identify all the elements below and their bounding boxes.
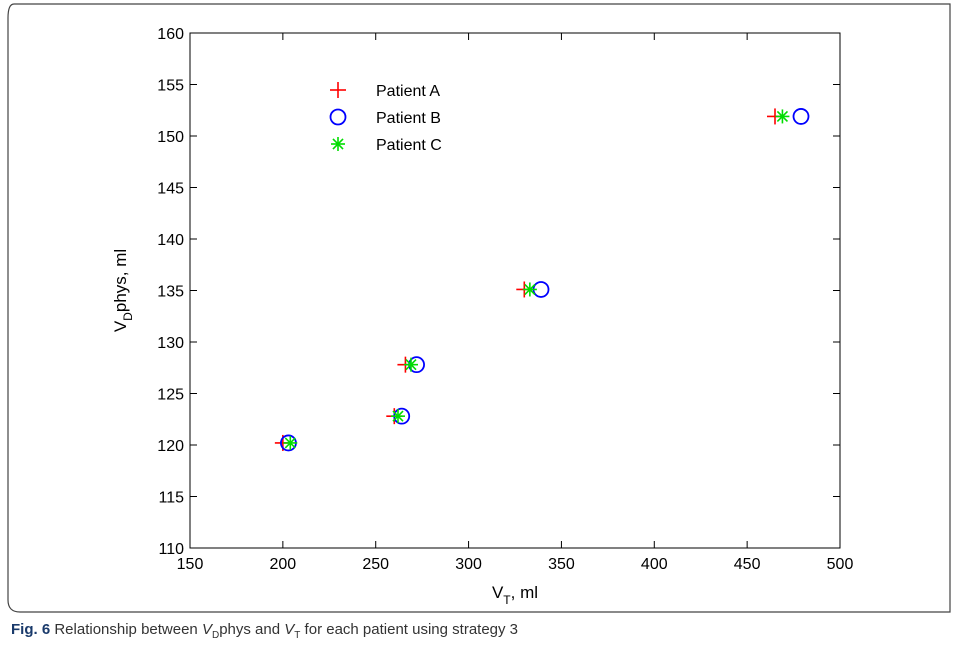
y-axis-label: VDphys, ml	[111, 249, 135, 332]
caption-label: Fig. 6	[11, 621, 51, 638]
y-tick-label: 115	[158, 490, 184, 507]
star-stroke	[776, 110, 789, 123]
caption-var1-sub: D	[211, 630, 220, 641]
x-tick-label: 200	[270, 556, 297, 573]
y-tick-label: 160	[157, 26, 184, 43]
y-tick-label: 130	[157, 335, 184, 352]
x-tick-label: 350	[548, 556, 575, 573]
star-stroke	[405, 359, 417, 371]
circle-ring	[792, 108, 810, 125]
figure-caption: Fig. 6 Relationship between VDphys and V…	[11, 621, 518, 641]
legend-label: Patient B	[376, 110, 441, 127]
y-tick-label: 110	[158, 541, 184, 558]
x-tick-label: 450	[734, 556, 761, 573]
point-patient-c	[391, 409, 405, 424]
caption-var1: V	[201, 621, 212, 638]
y-tick-label: 120	[157, 438, 184, 455]
star-stroke	[284, 437, 296, 449]
point-patient-c	[404, 357, 418, 372]
caption-text-suffix: for each patient using strategy 3	[300, 621, 519, 638]
circle-ring	[329, 108, 347, 126]
star-stroke	[524, 283, 536, 296]
point-patient-b	[792, 108, 810, 125]
y-tick-label: 150	[157, 129, 184, 146]
legend-label: Patient C	[376, 137, 442, 154]
star-stroke	[332, 138, 344, 150]
point-patient-c	[522, 282, 537, 297]
star-stroke	[392, 410, 404, 422]
y-tick-label: 140	[157, 232, 184, 249]
scatter-chart: 150 200 250 300 350 400 450 500 110 115 120 125 130 1…	[111, 26, 853, 607]
legend-marker-patient-a	[330, 82, 346, 98]
caption-var2: V	[284, 621, 295, 638]
figure-border	[7, 3, 951, 613]
y-tick-label: 145	[157, 181, 184, 198]
y-tick-label: 135	[157, 284, 184, 301]
caption-text-mid: and	[250, 621, 285, 638]
x-tick-label: 250	[362, 556, 389, 573]
legend-marker-patient-c	[331, 137, 345, 151]
caption-var1-suffix: phys	[219, 621, 251, 638]
legend-label: Patient A	[376, 83, 440, 100]
x-tick-label: 400	[641, 556, 668, 573]
point-patient-c	[775, 109, 790, 124]
caption-var2-sub: T	[294, 630, 301, 641]
legend-marker-patient-b	[329, 108, 347, 126]
plot-area-box	[189, 32, 841, 549]
x-axis-label: VT, ml	[492, 583, 538, 607]
y-tick-label: 155	[157, 78, 184, 95]
caption-text-prefix: Relationship between	[54, 621, 202, 638]
x-tick-label: 300	[455, 556, 482, 573]
x-tick-label: 150	[177, 556, 204, 573]
y-tick-label: 125	[157, 387, 184, 404]
x-tick-label: 500	[827, 556, 854, 573]
point-patient-c	[283, 435, 298, 450]
